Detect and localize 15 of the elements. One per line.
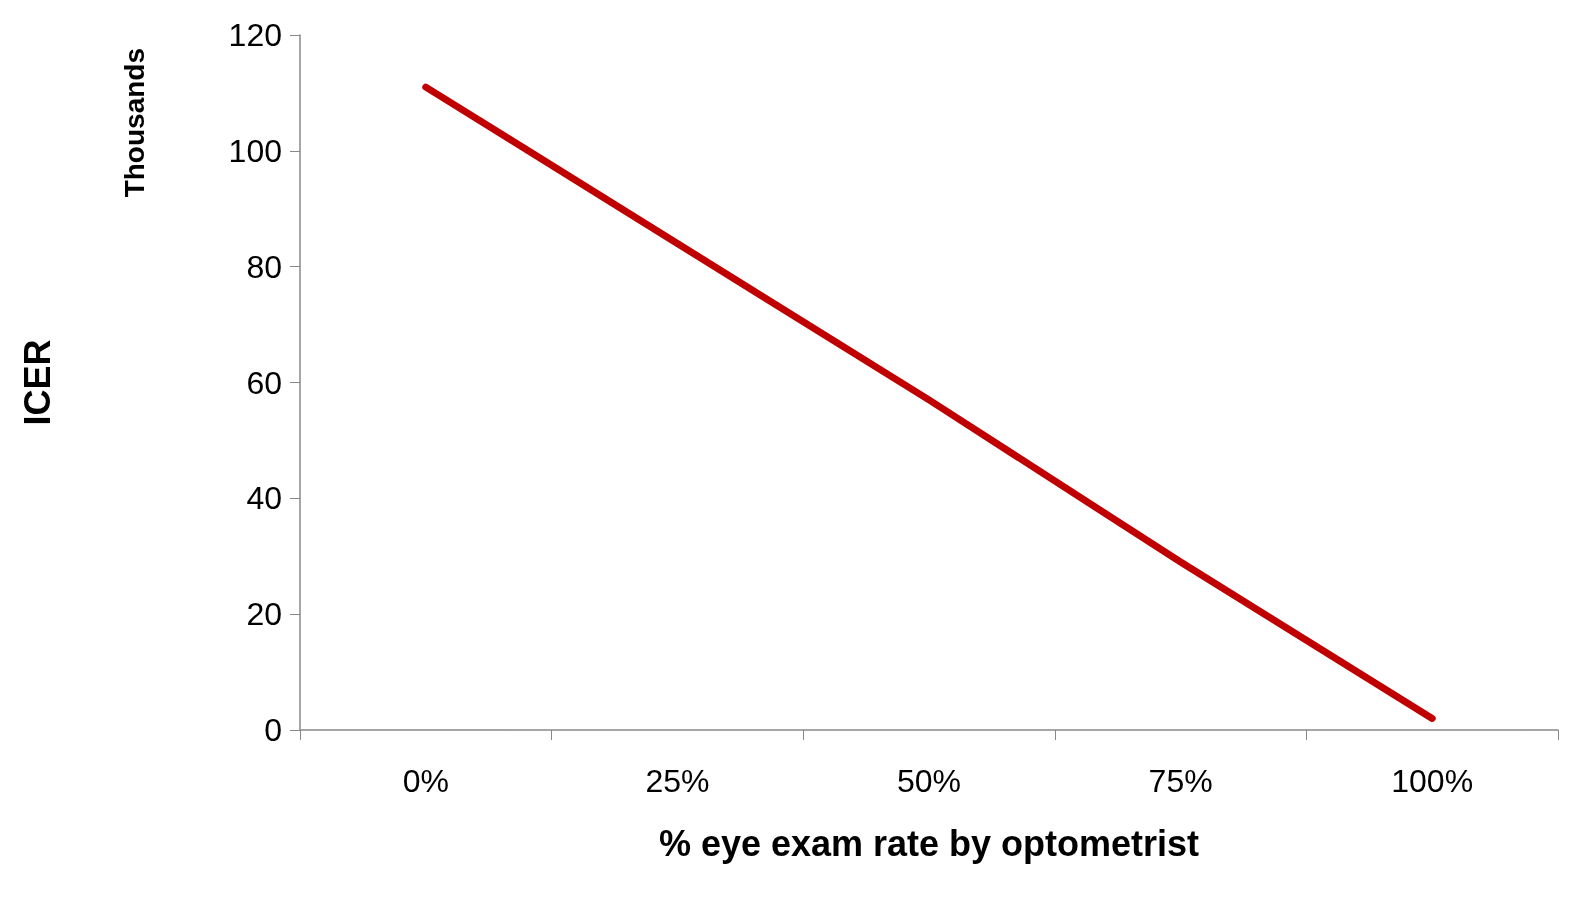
y-tick-label: 100: [228, 132, 282, 169]
x-tick-label: 0%: [402, 763, 449, 799]
y-tick-label: 40: [246, 480, 282, 517]
x-axis-title: % eye exam rate by optometrist: [658, 822, 1200, 864]
x-tick-label: 25%: [645, 763, 710, 799]
y-tick-label: 20: [246, 596, 282, 633]
x-tick-label: 100%: [1391, 763, 1474, 799]
y-tick-label: 120: [228, 17, 282, 53]
y-tick-label: 60: [246, 364, 282, 401]
y-tick-label: 80: [246, 248, 282, 285]
y-tick-label: 0: [264, 712, 282, 748]
text: Thousands: [118, 47, 150, 198]
x-tick-label: 50%: [896, 763, 962, 799]
y-axis-title: ICER: [16, 339, 58, 426]
x-tick-label: 75%: [1148, 763, 1213, 799]
